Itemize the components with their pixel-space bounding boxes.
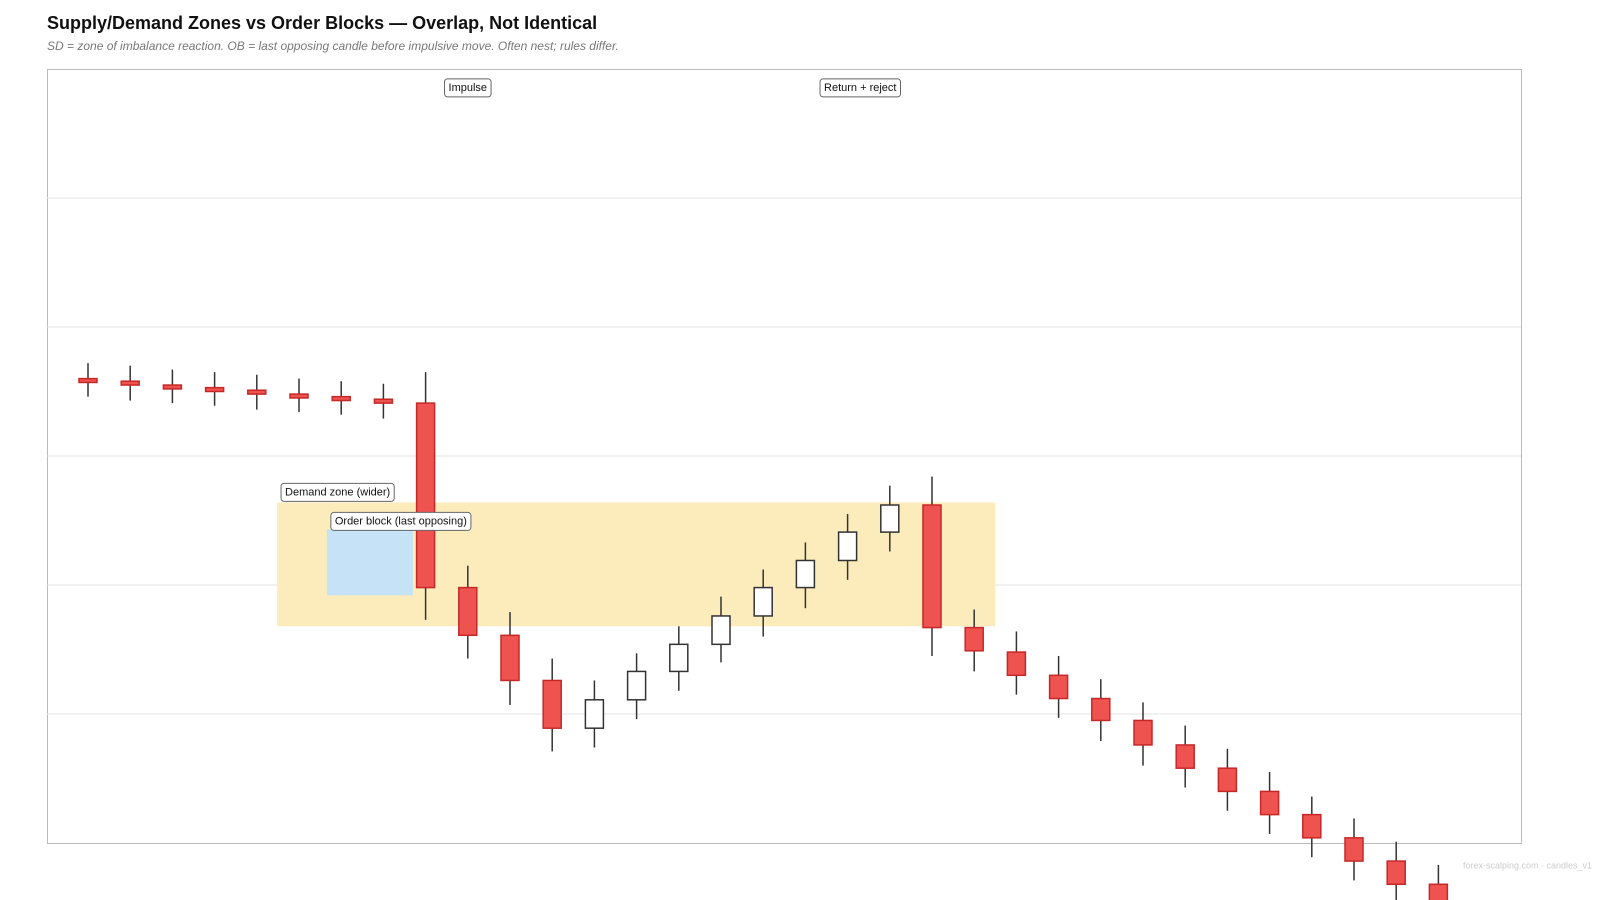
- annotation-box: [280, 482, 395, 502]
- candle-body: [1344, 837, 1364, 862]
- annotation-label: Demand zone (wider): [285, 486, 390, 498]
- zone: [326, 529, 413, 596]
- candle-body: [78, 377, 98, 384]
- candle-body: [584, 699, 605, 729]
- candle-body: [162, 384, 183, 390]
- candle-body: [289, 393, 309, 399]
- annotation-label: Impulse: [449, 82, 488, 94]
- candle-body: [120, 380, 140, 386]
- annotation-label: Order block (last opposing): [335, 515, 467, 527]
- candle-body: [711, 615, 731, 646]
- candle-body: [373, 398, 394, 404]
- chart-title: Supply/Demand Zones vs Order Blocks — Ov…: [47, 13, 597, 33]
- candle-body: [458, 586, 478, 637]
- candle-body: [1133, 719, 1153, 746]
- chart-subtitle: SD = zone of imbalance reaction. OB = la…: [47, 39, 619, 53]
- candle-body: [247, 389, 267, 395]
- candle-body: [500, 634, 520, 682]
- footer: forex-scalping.com · candles_v1: [1463, 860, 1592, 870]
- annotation-box: [330, 511, 472, 531]
- annotation-box: [444, 78, 492, 98]
- candle-body: [964, 626, 984, 652]
- candle-body: [1302, 813, 1322, 839]
- candle-body: [669, 643, 689, 673]
- candle-body: [1175, 744, 1195, 769]
- candle-body: [542, 679, 562, 729]
- candle-body: [922, 504, 942, 629]
- candle-body: [1217, 767, 1238, 793]
- candle-body: [415, 402, 436, 589]
- candle-body: [1428, 883, 1449, 900]
- candle-body: [1048, 674, 1069, 700]
- candle-body: [753, 586, 773, 617]
- candle-body: [1386, 860, 1406, 886]
- candle-body: [1259, 790, 1280, 816]
- candle-body: [1091, 697, 1111, 722]
- annotation-label: Return + reject: [824, 82, 896, 94]
- candle-body: [626, 670, 647, 701]
- candle-body: [795, 559, 816, 589]
- candle-body: [1006, 651, 1027, 677]
- candle-body: [204, 386, 225, 393]
- annotation-box: [819, 78, 901, 98]
- candle-body: [880, 504, 900, 533]
- candle-body: [331, 395, 351, 402]
- candle-body: [837, 531, 858, 562]
